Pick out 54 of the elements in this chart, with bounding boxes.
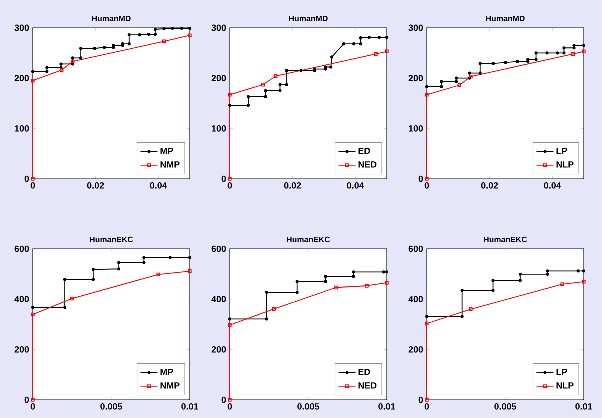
- x-tick-label: 0.02: [481, 182, 498, 189]
- legend-label: NED: [358, 162, 377, 168]
- x-tick-label: 0.005: [494, 404, 516, 410]
- y-tick-label: 600: [212, 246, 226, 252]
- legend-label: NED: [358, 382, 377, 389]
- x-tick-label: 0.01: [576, 404, 592, 410]
- x-tick-label: 0.005: [298, 404, 320, 410]
- x-tick-label: 0: [30, 182, 36, 189]
- x-tick-label: 0.005: [100, 404, 122, 410]
- y-tick-label: 300: [14, 24, 30, 32]
- legend-label: NLP: [556, 382, 574, 389]
- y-tick-label: 0: [418, 396, 424, 404]
- y-tick-label: 200: [14, 75, 30, 82]
- y-tick-label: 400: [14, 296, 30, 303]
- y-tick-label: 200: [212, 75, 226, 82]
- legend-label: NLP: [556, 162, 574, 168]
- y-tick-label: 0: [24, 396, 30, 404]
- legend-label: NMP: [160, 162, 180, 168]
- y-tick-label: 400: [408, 296, 424, 303]
- y-tick-label: 300: [212, 24, 226, 32]
- y-tick-label: 0: [222, 396, 226, 404]
- y-tick-label: 0: [24, 176, 30, 182]
- y-tick-label: 400: [212, 296, 226, 303]
- y-tick-label: 200: [212, 346, 226, 353]
- y-tick-label: 100: [212, 125, 226, 132]
- y-tick-label: 200: [14, 346, 30, 353]
- x-tick-label: 0: [228, 404, 232, 410]
- y-tick-label: 200: [408, 346, 424, 353]
- x-tick-label: 0: [424, 182, 430, 189]
- legend-label: ED: [358, 368, 370, 376]
- x-tick-label: 0: [30, 404, 36, 410]
- legend-label: NMP: [160, 382, 180, 389]
- y-tick-label: 0: [418, 176, 424, 182]
- x-tick-label: 0.04: [347, 182, 364, 189]
- x-tick-label: 0.01: [378, 404, 396, 410]
- y-tick-label: 600: [14, 246, 30, 252]
- x-tick-label: 0: [424, 404, 430, 410]
- y-tick-label: 100: [15, 125, 30, 132]
- y-tick-label: 200: [408, 75, 424, 82]
- legend-label: ED: [358, 148, 370, 154]
- x-tick-label: 0.04: [544, 182, 562, 189]
- x-tick-label: 0.04: [150, 182, 168, 189]
- legend-label: LP: [556, 148, 568, 154]
- x-tick-label: 0: [228, 182, 232, 189]
- x-tick-label: 0.01: [182, 404, 198, 410]
- y-tick-label: 100: [409, 125, 424, 132]
- legend-label: MP: [160, 368, 174, 376]
- x-tick-label: 0.02: [284, 182, 302, 189]
- y-tick-label: 600: [408, 246, 424, 252]
- x-tick-label: 0.02: [87, 182, 104, 189]
- y-tick-label: 300: [408, 24, 424, 32]
- legend-label: MP: [160, 148, 174, 154]
- y-tick-label: 0: [222, 176, 226, 182]
- legend-label: LP: [556, 368, 568, 376]
